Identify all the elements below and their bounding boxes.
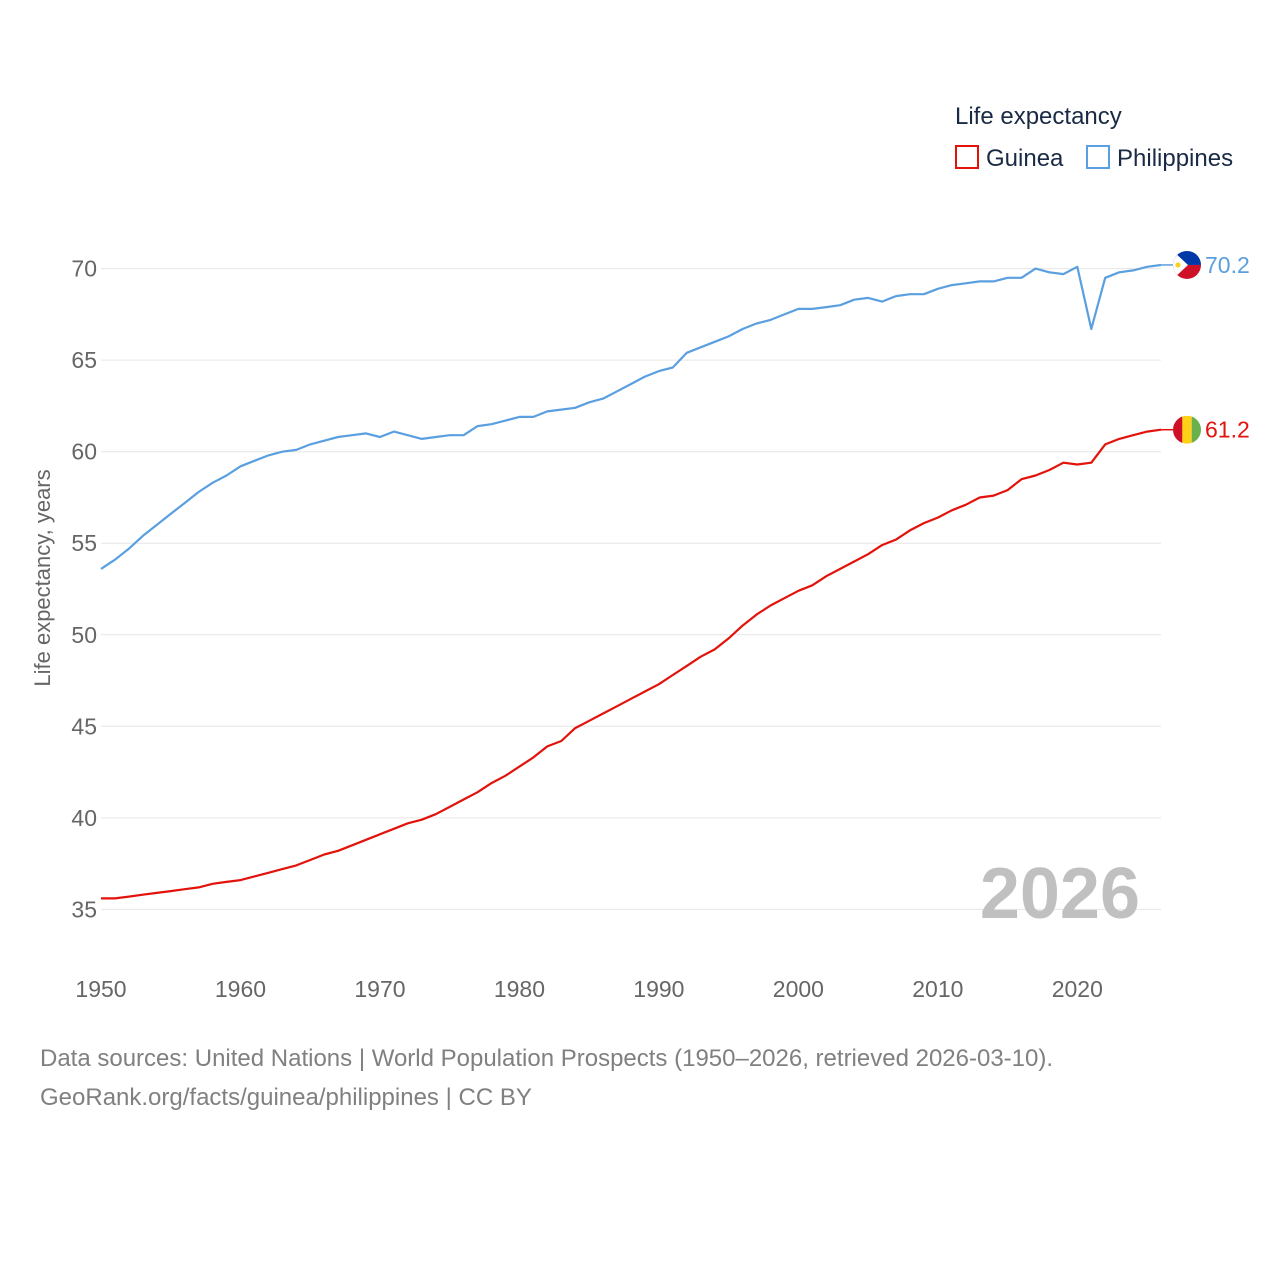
end-value-label-philippines: 70.2 (1205, 252, 1250, 278)
legend-label-guinea[interactable]: Guinea (986, 145, 1064, 172)
legend-swatch-philippines[interactable] (1086, 145, 1110, 169)
philippines-flag-icon (1173, 250, 1201, 279)
y-tick-label: 40 (71, 805, 97, 831)
flag-body (1173, 415, 1201, 444)
legend-swatch-guinea[interactable] (955, 145, 979, 169)
footer-credit[interactable]: GeoRank.org/facts/guinea/philippines | C… (40, 1084, 532, 1111)
end-value-label-guinea: 61.2 (1205, 417, 1250, 443)
series-line-guinea[interactable] (101, 428, 1162, 900)
y-axis-ticks: 35 40 45 50 55 60 65 70 (71, 256, 97, 923)
x-tick-label: 2000 (773, 976, 824, 1002)
x-tick-label: 1990 (633, 976, 684, 1002)
flag-stripe-red (1173, 415, 1183, 444)
x-tick-label: 1980 (494, 976, 545, 1002)
y-tick-label: 55 (71, 530, 97, 556)
flag-stripe-green (1191, 415, 1201, 444)
grid-lines (101, 268, 1161, 910)
guinea-flag-icon (1173, 415, 1201, 444)
flag-body (1173, 250, 1201, 279)
y-tick-label: 60 (71, 439, 97, 465)
legend-label-philippines[interactable]: Philippines (1117, 145, 1233, 172)
x-tick-label: 2010 (912, 976, 963, 1002)
y-tick-label: 45 (71, 713, 97, 739)
x-axis-ticks: 1950 1960 1970 1980 1990 2000 2010 2020 (75, 976, 1102, 1002)
legend: Life expectancy Guinea Philippines (955, 103, 1233, 172)
legend-title: Life expectancy (955, 103, 1122, 130)
y-tick-label: 50 (71, 622, 97, 648)
x-tick-label: 1970 (354, 976, 405, 1002)
y-tick-label: 65 (71, 347, 97, 373)
end-markers: 61.2 70.2 (1161, 250, 1250, 444)
flag-stripe-yellow (1182, 415, 1192, 444)
current-year-label: 2026 (980, 854, 1140, 934)
flag-sun (1175, 262, 1181, 268)
y-axis-label: Life expectancy, years (30, 469, 55, 686)
footer-sources: Data sources: United Nations | World Pop… (40, 1045, 1054, 1072)
y-tick-label: 35 (71, 896, 97, 922)
y-tick-label: 70 (71, 256, 97, 282)
x-tick-label: 1950 (75, 976, 126, 1002)
life-expectancy-chart: 35 40 45 50 55 60 65 70 1950 1960 1970 1980 1990 200… (30, 103, 1250, 1002)
series-lines (100, 263, 1162, 900)
x-tick-label: 1960 (215, 976, 266, 1002)
series-line-philippines[interactable] (100, 263, 1162, 570)
x-tick-label: 2020 (1052, 976, 1103, 1002)
